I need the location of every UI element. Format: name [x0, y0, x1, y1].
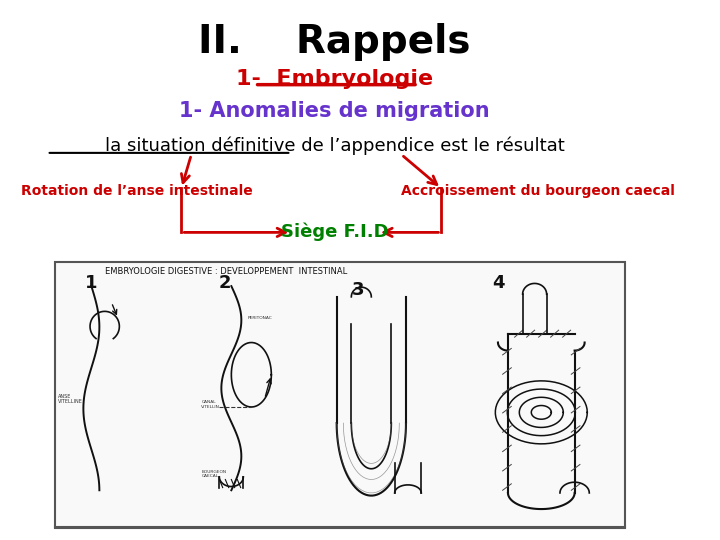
Text: 1-  Embryologie: 1- Embryologie	[236, 69, 433, 89]
Text: II.    Rappels: II. Rappels	[199, 23, 471, 61]
Text: 2: 2	[218, 274, 231, 292]
Text: BOURGEON
CAECAL: BOURGEON CAECAL	[202, 470, 227, 478]
Text: PERITONAC: PERITONAC	[248, 316, 273, 320]
Text: CANAL
VITELLIN: CANAL VITELLIN	[202, 400, 220, 409]
Text: 1- Anomalies de migration: 1- Anomalies de migration	[179, 101, 490, 121]
Text: Rotation de l’anse intestinale: Rotation de l’anse intestinale	[22, 184, 253, 198]
Text: Accroissement du bourgeon caecal: Accroissement du bourgeon caecal	[401, 184, 675, 198]
Text: la situation définitive de l’appendice est le résultat: la situation définitive de l’appendice e…	[105, 137, 564, 156]
FancyBboxPatch shape	[55, 262, 625, 528]
Text: Siège F.I.D: Siège F.I.D	[281, 222, 389, 241]
Text: 3: 3	[352, 281, 364, 299]
Text: ANSE
VITELLINE: ANSE VITELLINE	[58, 394, 83, 404]
Text: EMBRYOLOGIE DIGESTIVE : DEVELOPPEMENT  INTESTINAL: EMBRYOLOGIE DIGESTIVE : DEVELOPPEMENT IN…	[104, 267, 347, 276]
Text: 4: 4	[492, 274, 504, 292]
Text: 1: 1	[85, 274, 98, 292]
